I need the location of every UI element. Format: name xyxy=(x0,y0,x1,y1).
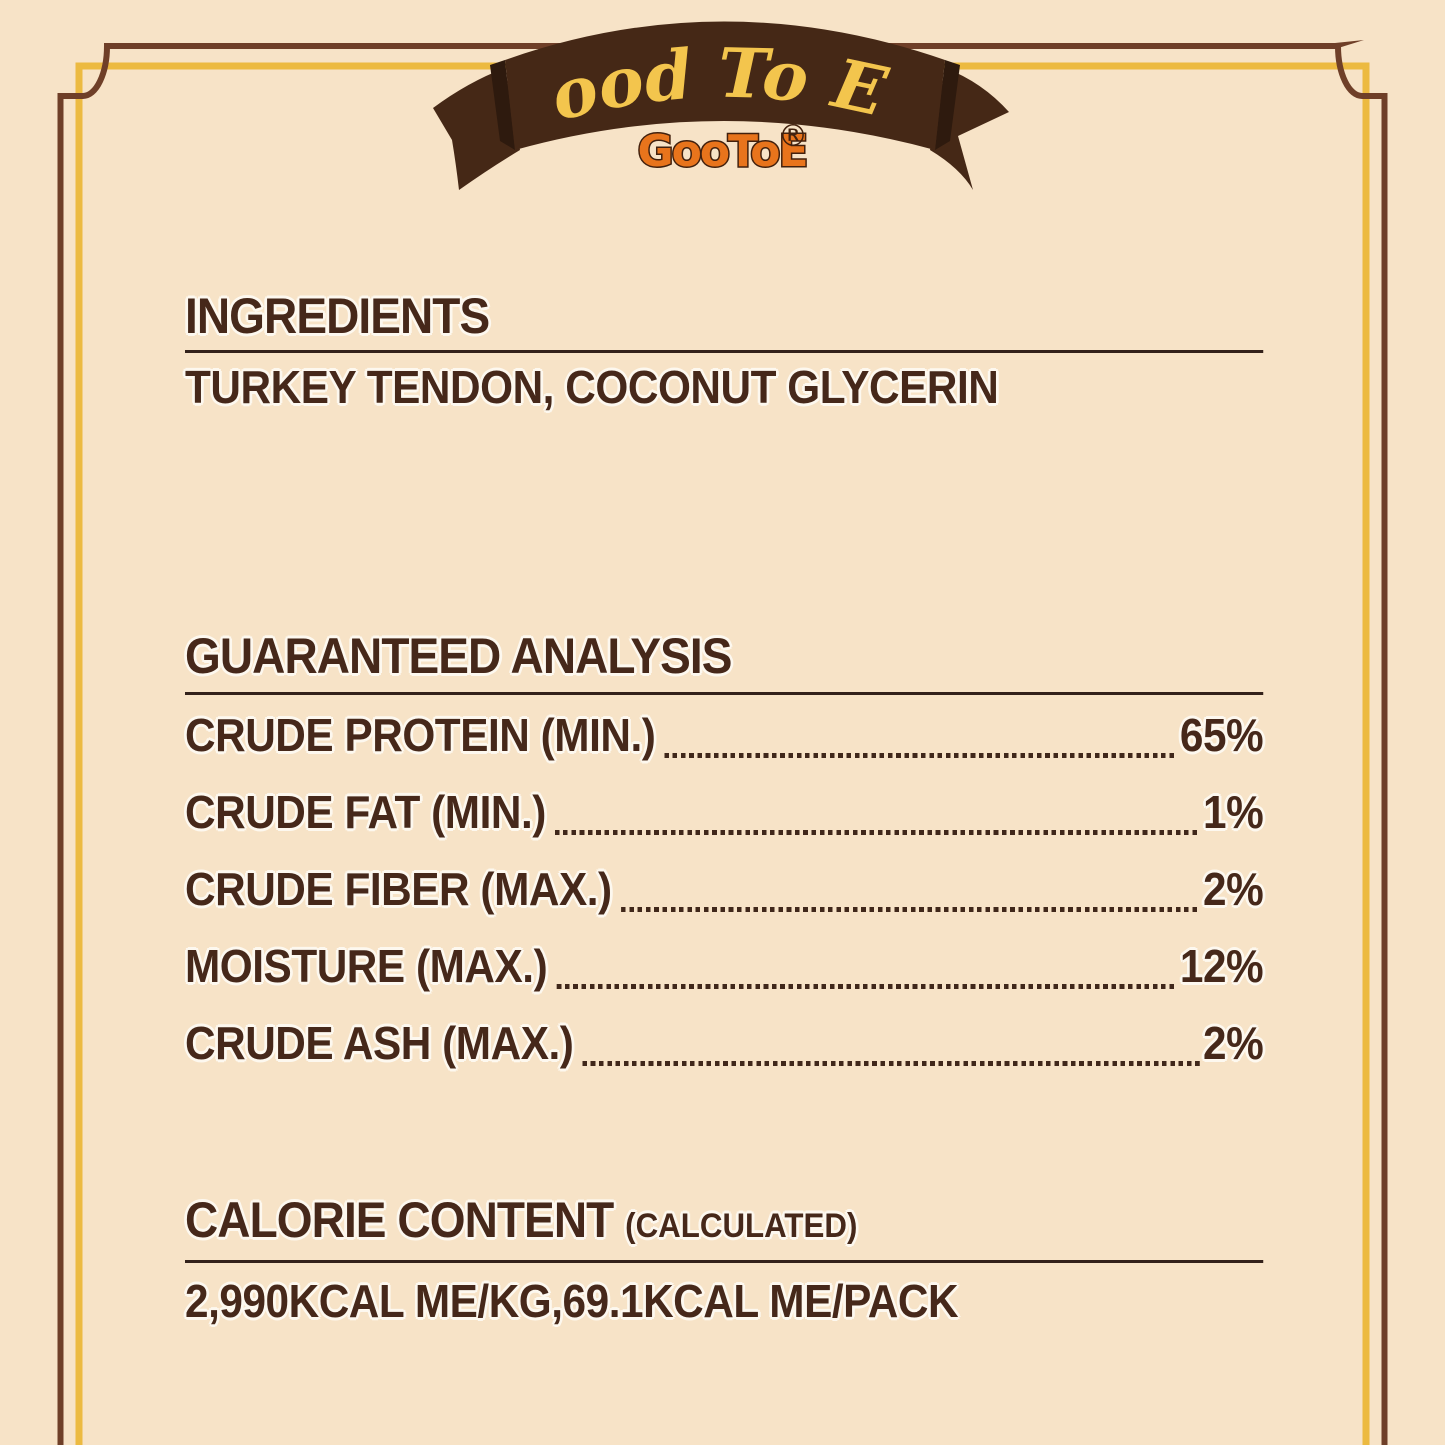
analysis-label: MOISTURE (MAX.) xyxy=(185,940,548,992)
frame-corner-spur xyxy=(1335,40,1364,49)
analysis-row-crude-protein: CRUDE PROTEIN (MIN.) 65% xyxy=(185,709,1264,761)
analysis-row-crude-fiber: CRUDE FIBER (MAX.) 2% xyxy=(185,863,1264,915)
brand-banner: Good To Eat GooToE ® xyxy=(420,8,1009,190)
analysis-value: 1% xyxy=(1202,786,1264,838)
guaranteed-analysis-section: GUARANTEED ANALYSIS CRUDE PROTEIN (MIN.)… xyxy=(185,628,1264,1069)
ingredients-section: INGREDIENTS TURKEY TENDON, COCONUT GLYCE… xyxy=(185,288,1264,413)
analysis-row-crude-ash: CRUDE ASH (MAX.) 2% xyxy=(185,1017,1264,1069)
analysis-label: CRUDE PROTEIN (MIN.) xyxy=(185,709,656,761)
section-rule xyxy=(185,350,1264,353)
calorie-content-heading: CALORIE CONTENT (CALCULATED) xyxy=(185,1194,1263,1252)
ingredients-text: TURKEY TENDON, COCONUT GLYCERIN xyxy=(185,361,999,413)
analysis-value: 2% xyxy=(1202,863,1264,915)
calorie-content-section: CALORIE CONTENT (CALCULATED) 2,990KCAL M… xyxy=(185,1194,1264,1327)
section-rule xyxy=(185,692,1264,695)
calorie-heading-main: CALORIE CONTENT xyxy=(185,1192,614,1248)
analysis-label: CRUDE FIBER (MAX.) xyxy=(185,863,612,915)
guaranteed-analysis-heading: GUARANTEED ANALYSIS xyxy=(185,628,732,684)
analysis-rows: CRUDE PROTEIN (MIN.) 65% CRUDE FAT (MIN.… xyxy=(185,709,1264,1069)
section-rule xyxy=(185,1260,1264,1263)
analysis-value: 65% xyxy=(1179,709,1264,761)
analysis-row-crude-fat: CRUDE FAT (MIN.) 1% xyxy=(185,786,1264,838)
analysis-row-moisture: MOISTURE (MAX.) 12% xyxy=(185,940,1264,992)
registered-mark-icon: ® xyxy=(778,119,808,154)
dotted-leader xyxy=(664,753,1177,758)
analysis-value: 2% xyxy=(1202,1017,1264,1069)
ingredients-heading: INGREDIENTS xyxy=(185,288,490,344)
dotted-leader xyxy=(582,1061,1200,1066)
calorie-text: 2,990KCAL ME/KG,69.1KCAL ME/PACK xyxy=(185,1275,959,1327)
dotted-leader xyxy=(555,830,1200,835)
dotted-leader xyxy=(556,984,1177,989)
calorie-heading-note: (CALCULATED) xyxy=(625,1207,858,1245)
dotted-leader xyxy=(620,907,1200,912)
analysis-value: 12% xyxy=(1179,940,1264,992)
analysis-label: CRUDE ASH (MAX.) xyxy=(185,1017,574,1069)
analysis-label: CRUDE FAT (MIN.) xyxy=(185,786,546,838)
